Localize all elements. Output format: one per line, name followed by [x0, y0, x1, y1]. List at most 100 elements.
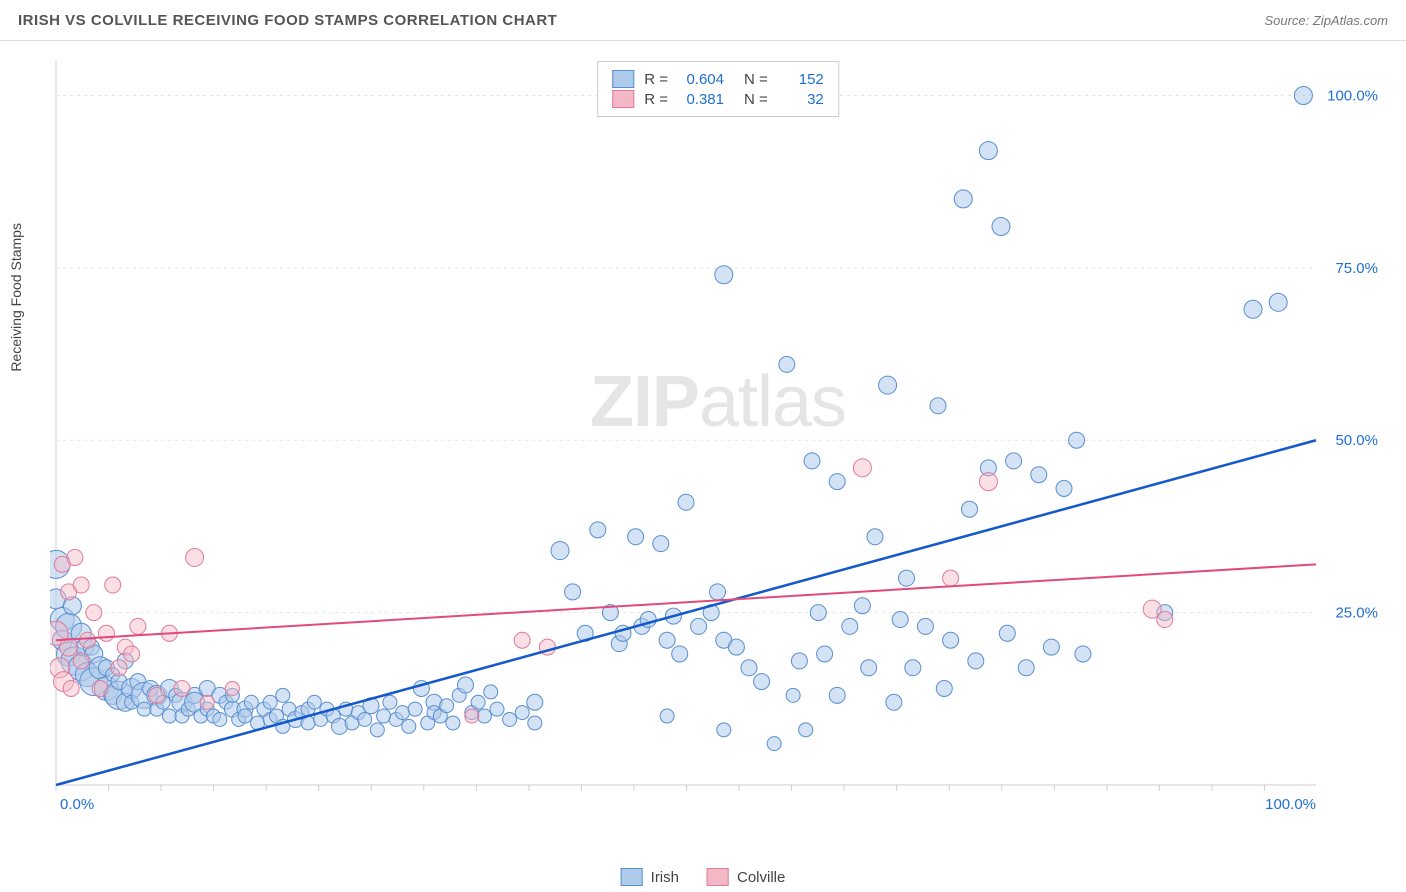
data-point: [728, 639, 744, 655]
y-tick-label: 100.0%: [1327, 87, 1378, 104]
data-point: [440, 699, 454, 713]
data-point: [786, 688, 800, 702]
data-point: [471, 695, 485, 709]
data-point: [402, 719, 416, 733]
data-point: [791, 653, 807, 669]
data-point: [672, 646, 688, 662]
data-point: [660, 709, 674, 723]
data-point: [1069, 432, 1085, 448]
data-point: [98, 625, 114, 641]
y-axis-label: Receiving Food Stamps: [8, 223, 24, 372]
data-point: [829, 474, 845, 490]
data-point: [879, 376, 897, 394]
data-point: [930, 398, 946, 414]
data-point: [484, 685, 498, 699]
data-point: [377, 709, 391, 723]
data-point: [1043, 639, 1059, 655]
data-point: [717, 723, 731, 737]
data-point: [528, 716, 542, 730]
data-point: [678, 494, 694, 510]
data-point: [73, 653, 89, 669]
data-point: [73, 577, 89, 593]
data-point: [817, 646, 833, 662]
trend-line-colville: [56, 564, 1316, 640]
series-colville: [50, 459, 1173, 723]
data-point: [590, 522, 606, 538]
data-point: [804, 453, 820, 469]
bottom-legend: IrishColville: [621, 868, 786, 886]
data-point: [779, 356, 795, 372]
data-point: [276, 688, 290, 702]
data-point: [710, 584, 726, 600]
data-point: [458, 677, 474, 693]
data-point: [1244, 300, 1262, 318]
series-swatch: [612, 70, 634, 88]
r-value: 0.604: [678, 71, 724, 88]
data-point: [962, 501, 978, 517]
data-point: [244, 695, 258, 709]
data-point: [979, 473, 997, 491]
data-point: [979, 142, 997, 160]
data-point: [551, 542, 569, 560]
data-point: [503, 712, 517, 726]
data-point: [917, 618, 933, 634]
data-point: [892, 612, 908, 628]
data-point: [477, 709, 491, 723]
scatter-chart: 25.0%50.0%75.0%100.0%0.0%100.0%: [50, 55, 1386, 825]
data-point: [105, 577, 121, 593]
x-tick-label: 0.0%: [60, 796, 94, 813]
data-point: [1031, 467, 1047, 483]
data-point: [80, 632, 96, 648]
data-point: [999, 625, 1015, 641]
data-point: [968, 653, 984, 669]
r-label: R =: [644, 91, 668, 108]
data-point: [162, 709, 176, 723]
data-point: [767, 737, 781, 751]
data-point: [754, 674, 770, 690]
header: IRISH VS COLVILLE RECEIVING FOOD STAMPS …: [0, 0, 1406, 41]
legend-swatch: [707, 868, 729, 886]
source-label: Source: ZipAtlas.com: [1264, 13, 1388, 28]
chart-area: 25.0%50.0%75.0%100.0%0.0%100.0% ZIPatlas…: [50, 55, 1386, 825]
data-point: [943, 632, 959, 648]
data-point: [1269, 293, 1287, 311]
data-point: [741, 660, 757, 676]
data-point: [67, 549, 83, 565]
n-value: 152: [778, 71, 824, 88]
data-point: [1075, 646, 1091, 662]
data-point: [936, 680, 952, 696]
y-tick-label: 75.0%: [1335, 260, 1378, 277]
data-point: [1018, 660, 1034, 676]
n-label: N =: [744, 91, 768, 108]
legend-item: Irish: [621, 868, 679, 886]
data-point: [130, 618, 146, 634]
data-point: [527, 694, 543, 710]
data-point: [186, 548, 204, 566]
n-label: N =: [744, 71, 768, 88]
stats-box: R =0.604N =152R =0.381N =32: [597, 61, 839, 117]
data-point: [174, 680, 190, 696]
legend-label: Irish: [651, 869, 679, 886]
data-point: [358, 712, 372, 726]
stats-row: R =0.381N =32: [612, 90, 824, 108]
data-point: [861, 660, 877, 676]
r-value: 0.381: [678, 91, 724, 108]
data-point: [565, 584, 581, 600]
data-point: [943, 570, 959, 586]
series-swatch: [612, 90, 634, 108]
data-point: [1157, 612, 1173, 628]
data-point: [992, 217, 1010, 235]
data-point: [842, 618, 858, 634]
series-irish: [50, 86, 1312, 750]
data-point: [853, 459, 871, 477]
data-point: [515, 706, 529, 720]
y-tick-label: 25.0%: [1335, 605, 1378, 622]
data-point: [514, 632, 530, 648]
data-point: [63, 680, 79, 696]
data-point: [1006, 453, 1022, 469]
data-point: [446, 716, 460, 730]
data-point: [490, 702, 504, 716]
data-point: [111, 660, 127, 676]
stats-row: R =0.604N =152: [612, 70, 824, 88]
data-point: [408, 702, 422, 716]
